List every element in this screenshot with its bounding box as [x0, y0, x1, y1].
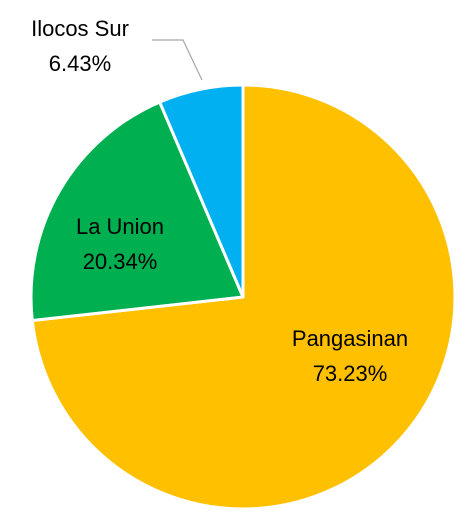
slice-label: Ilocos Sur [31, 16, 129, 41]
slice-value-label: 6.43% [49, 51, 111, 76]
slice-label: Pangasinan [292, 326, 408, 351]
pie-slice [29, 100, 245, 323]
slice-value-label: 20.34% [83, 249, 158, 274]
slice-label: La Union [76, 214, 164, 239]
leader-line [152, 39, 203, 81]
pie-slice [158, 83, 245, 299]
slice-value-label: 73.23% [313, 361, 388, 386]
